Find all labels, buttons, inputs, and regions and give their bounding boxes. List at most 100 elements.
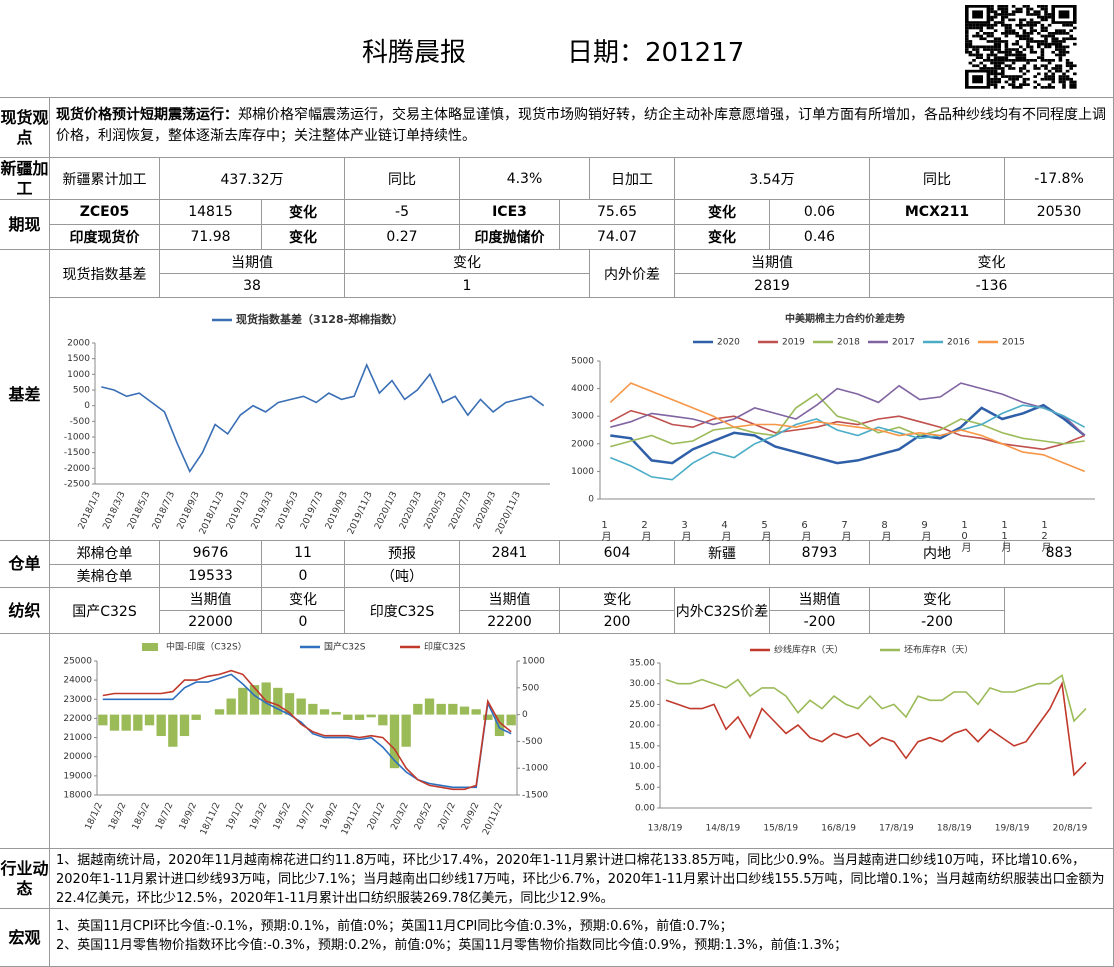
qr-module xyxy=(965,34,969,38)
table-cell: 22200 xyxy=(460,611,560,634)
qr-module xyxy=(1001,23,1005,27)
qr-module xyxy=(990,32,994,35)
qr-module xyxy=(1069,34,1073,38)
qr-module xyxy=(993,40,998,43)
qr-module xyxy=(1062,75,1066,78)
qr-module xyxy=(1040,26,1045,30)
y2-tick-label: -1000 xyxy=(522,764,548,774)
qr-module xyxy=(1044,86,1048,89)
table-cell: 印度抛储价 xyxy=(460,225,560,250)
qr-module xyxy=(983,48,987,51)
qr-module xyxy=(1065,69,1070,73)
x-tick-label: 20/1/2 xyxy=(366,801,387,831)
qr-module xyxy=(993,10,998,14)
section-label: 基差 xyxy=(0,250,50,541)
qr-module xyxy=(979,53,983,57)
table-cell: 当期值 xyxy=(675,250,870,274)
table-cell: 同比 xyxy=(870,158,1005,200)
qr-module xyxy=(1037,72,1041,76)
qr-module xyxy=(993,77,998,81)
table-cell: 当期值 xyxy=(460,588,560,611)
qr-module xyxy=(979,23,983,27)
series-line xyxy=(610,382,1086,437)
qr-module xyxy=(1001,61,1005,65)
table-cell: 内外价差 xyxy=(590,250,675,298)
bar xyxy=(121,714,131,731)
table-cell: ZCE05 xyxy=(50,200,160,225)
qr-module xyxy=(1069,67,1073,70)
y-tick-label: 10.00 xyxy=(629,762,655,772)
qr-module xyxy=(1019,69,1023,73)
qr-module xyxy=(975,53,980,57)
qr-module xyxy=(1033,64,1037,68)
table-cell: 现货指数基差 xyxy=(50,250,160,298)
qr-module xyxy=(979,61,983,65)
qr-module xyxy=(986,53,991,57)
qr-module xyxy=(990,50,994,54)
qr-module xyxy=(1004,45,1009,49)
qr-module xyxy=(993,48,998,51)
x-tick-label: 2020/11/3 xyxy=(494,490,523,536)
qr-module xyxy=(1065,37,1070,41)
qr-module xyxy=(1047,15,1052,19)
qr-module xyxy=(990,45,994,49)
qr-module xyxy=(1040,7,1045,11)
qr-module xyxy=(1051,75,1055,78)
qr-module xyxy=(1069,23,1073,27)
qr-module xyxy=(1044,37,1048,41)
qr-module xyxy=(1011,75,1016,78)
x-tick-label: 18/8/19 xyxy=(937,824,972,834)
x-tick-label: 20/8/19 xyxy=(1053,824,1088,834)
bar xyxy=(471,709,481,715)
qr-module xyxy=(990,80,994,84)
qr-module xyxy=(1055,69,1059,73)
series-line xyxy=(610,403,1086,465)
qr-module xyxy=(979,29,983,32)
x-tick-label: 7月 xyxy=(839,520,851,542)
x-tick-label: 2019/9/3 xyxy=(324,490,350,531)
qr-module xyxy=(1019,45,1023,49)
table-cell: 0.27 xyxy=(345,225,460,250)
qr-module xyxy=(1004,80,1009,84)
qr-module xyxy=(1011,59,1016,62)
qr-module xyxy=(979,67,983,70)
bar xyxy=(494,714,505,737)
x-tick-label: 19/1/2 xyxy=(225,801,246,831)
qr-module xyxy=(975,56,980,59)
bar xyxy=(401,714,411,747)
table-cell: 新疆累计加工 xyxy=(50,158,160,200)
table-cell: 印度C32S xyxy=(345,588,460,634)
qr-module xyxy=(1040,59,1045,62)
x-tick-label: 2020/1/3 xyxy=(373,490,399,531)
x-tick-label: 8月 xyxy=(879,520,891,542)
qr-module xyxy=(1008,77,1012,81)
qr-module xyxy=(997,48,1001,51)
qr-module xyxy=(1033,23,1037,27)
x-tick-label: 13/8/19 xyxy=(648,824,683,834)
bar xyxy=(319,709,330,715)
x-tick-label: 2020/9/3 xyxy=(472,490,498,531)
qr-module xyxy=(1008,32,1012,35)
qr-module xyxy=(986,34,991,38)
qr-module xyxy=(972,64,976,68)
qr-module xyxy=(1040,50,1045,54)
table-cell: 2819 xyxy=(675,274,870,298)
qr-module xyxy=(1047,45,1052,49)
qr-module xyxy=(1026,42,1030,46)
bar xyxy=(191,714,201,720)
x-tick-label: 2020/3/3 xyxy=(398,490,424,531)
qr-module xyxy=(990,40,994,43)
qr-module xyxy=(1004,32,1009,35)
qr-module xyxy=(968,23,973,27)
y2-tick-label: 1000 xyxy=(522,657,545,667)
bar xyxy=(378,714,388,726)
qr-module xyxy=(986,26,991,30)
qr-module xyxy=(972,26,976,30)
qr-module xyxy=(1055,42,1059,46)
qr-module xyxy=(1047,23,1052,27)
qr-module xyxy=(990,23,994,27)
legend-label: 2019 xyxy=(782,338,805,348)
qr-module xyxy=(1058,59,1063,62)
qr-module xyxy=(1062,77,1066,81)
